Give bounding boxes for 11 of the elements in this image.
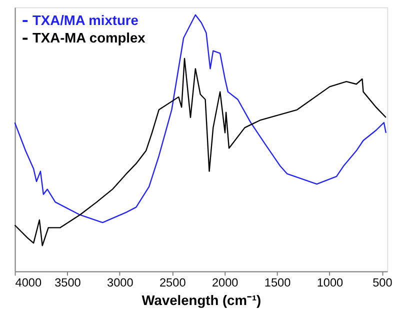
x-tick-label: 4000 [15, 276, 42, 290]
legend-label: TXA-MA complex [32, 30, 146, 46]
x-axis-title: Wavelength (cm⁻¹) [142, 293, 262, 308]
x-tick-label: 1000 [316, 276, 344, 290]
legend-label: TXA/MA mixture [32, 12, 139, 28]
x-tick-label: 2500 [159, 276, 186, 290]
x-tick-label: 3000 [107, 276, 134, 290]
x-tick-label: 2000 [212, 276, 239, 290]
x-tick-label: 3500 [54, 276, 82, 290]
x-tick-label: 1500 [264, 276, 292, 290]
x-tick-label: 500 [372, 276, 393, 290]
